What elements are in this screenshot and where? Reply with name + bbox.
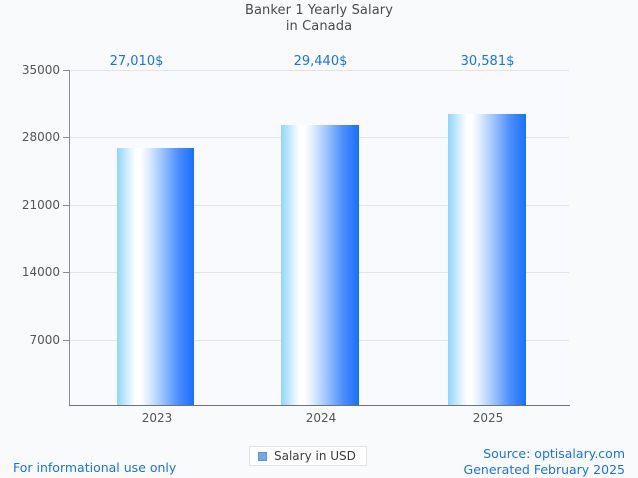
- y-axis-line: [69, 70, 70, 406]
- y-tick-label-28000: 28000: [21, 130, 60, 144]
- bar-2024[interactable]: [281, 125, 359, 405]
- y-tick-mark-35000: [63, 70, 70, 71]
- bar-2025[interactable]: [448, 114, 526, 405]
- bar-value-label-2024: 29,440$: [293, 54, 348, 69]
- bar-value-label-2023: 27,010$: [109, 54, 164, 69]
- x-tick-label-2023: 2023: [141, 411, 173, 425]
- gridline-35000: [69, 70, 569, 71]
- disclaimer-text: For informational use only: [13, 460, 177, 475]
- y-tick-mark-14000: [63, 272, 70, 273]
- legend-swatch-icon: [258, 451, 267, 461]
- bar-2023[interactable]: [117, 148, 194, 405]
- y-tick-label-7000: 7000: [29, 333, 60, 347]
- plot-area: [69, 70, 569, 405]
- legend-item-label: Salary in USD: [274, 449, 356, 463]
- chart-title-line-1: Banker 1 Yearly Salary: [244, 3, 394, 18]
- x-tick-label-2024: 2024: [305, 411, 337, 425]
- generated-date-text: Generated February 2025: [463, 461, 625, 477]
- y-tick-label-14000: 14000: [21, 265, 60, 279]
- y-tick-mark-7000: [63, 340, 70, 341]
- chart-legend[interactable]: Salary in USD: [249, 446, 367, 466]
- footer-attribution: Source: optisalary.com Generated Februar…: [464, 446, 625, 477]
- chart-title: Banker 1 Yearly Salary in Canada: [0, 3, 638, 35]
- x-tick-label-2025: 2025: [472, 411, 504, 425]
- y-tick-mark-28000: [63, 137, 70, 138]
- y-tick-label-35000: 35000: [21, 63, 60, 77]
- bar-value-label-2025: 30,581$: [460, 54, 515, 69]
- chart-title-line-2: in Canada: [285, 19, 353, 34]
- y-tick-mark-21000: [63, 205, 70, 206]
- y-tick-label-21000: 21000: [21, 198, 60, 212]
- x-axis-line: [69, 405, 570, 406]
- source-text: Source: optisalary.com: [483, 446, 625, 461]
